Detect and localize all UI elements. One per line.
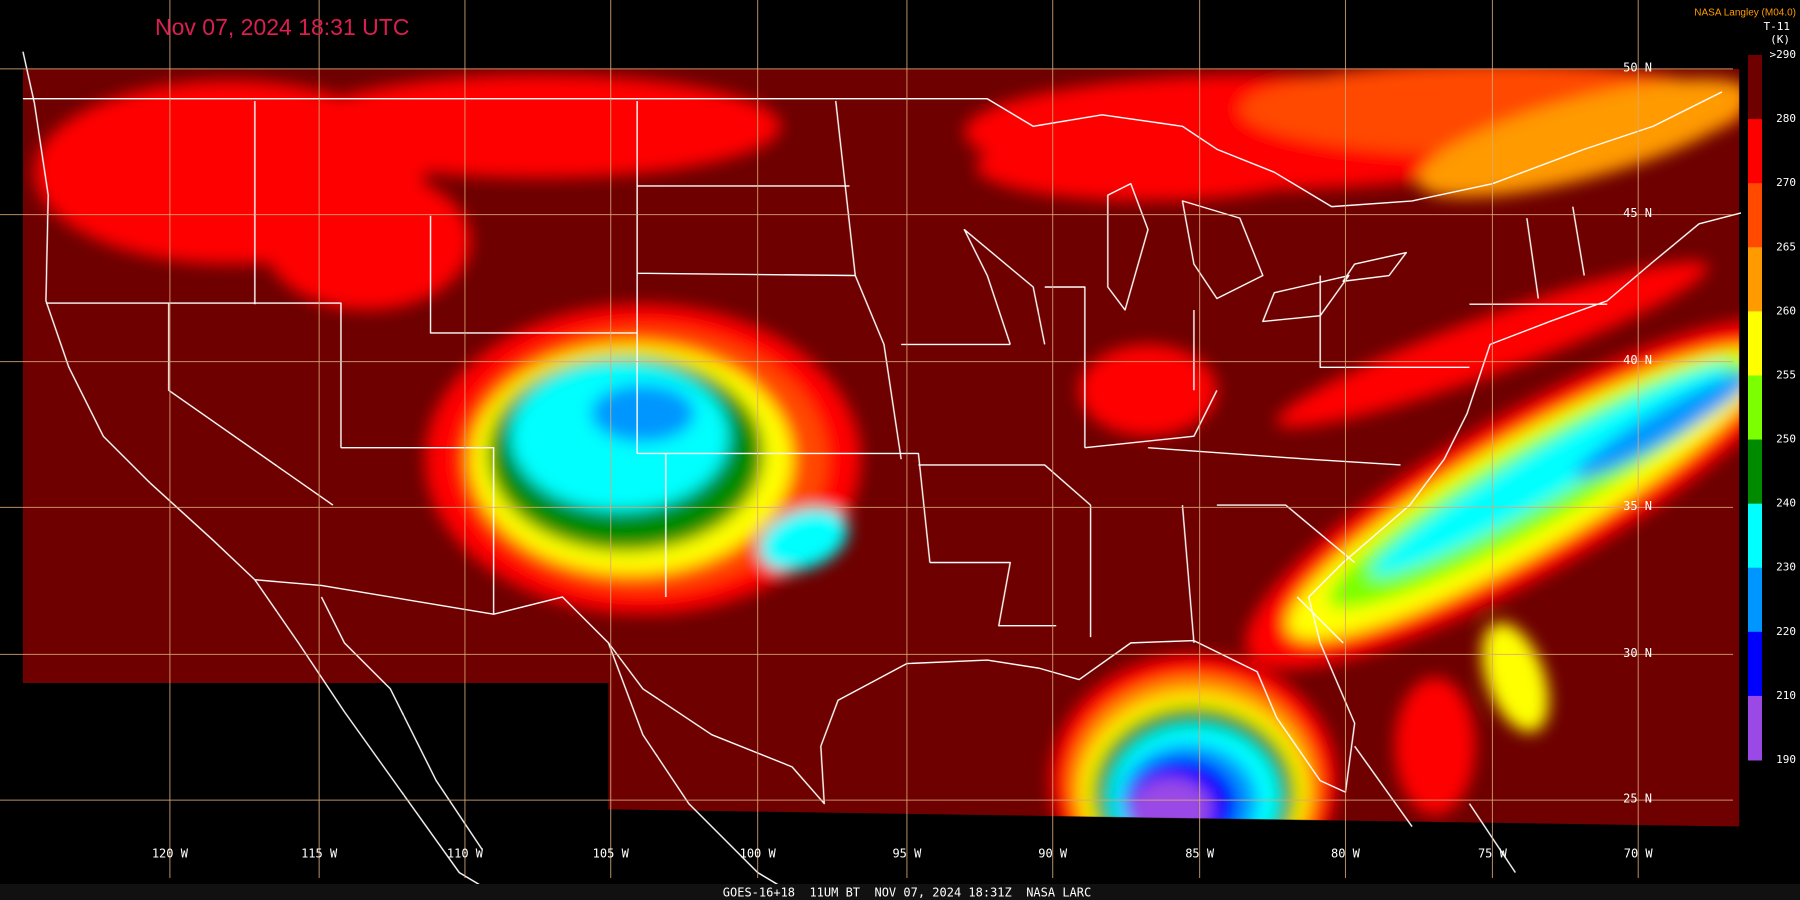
longitude-label: 100 W (740, 847, 777, 861)
longitude-label: 95 W (892, 847, 922, 861)
latitude-label: 30 N (1623, 646, 1652, 660)
cloud (298, 74, 781, 178)
colorbar-segment (1748, 311, 1762, 376)
colorbar-label: 210 (1776, 689, 1796, 702)
cloud (1370, 365, 1730, 577)
colorbar-segment (1748, 375, 1762, 441)
title: Nov 07, 2024 18:31 UTC (155, 14, 409, 40)
colorbar-segment (1748, 183, 1762, 248)
cloud (1574, 371, 1740, 479)
cloud (264, 172, 471, 310)
latitude-label: 40 N (1623, 353, 1652, 367)
colorbar-segment (1748, 119, 1762, 184)
latitude-label: 50 N (1623, 60, 1652, 74)
longitude-label: 120 W (152, 847, 189, 861)
longitude-label: 105 W (593, 847, 630, 861)
colorbar-label: 270 (1776, 176, 1796, 189)
cloud-field (34, 68, 1740, 827)
longitude-label: 80 W (1331, 847, 1361, 861)
great-lakes (1108, 184, 1406, 322)
longitude-label: 70 W (1624, 847, 1654, 861)
footer-caption: GOES-16+18 11UM BT NOV 07, 2024 18:31Z N… (723, 886, 1091, 900)
colorbar-label: 230 (1776, 561, 1796, 574)
longitude-label: 115 W (301, 847, 338, 861)
cloud (1482, 622, 1549, 733)
longitude-label: 90 W (1038, 847, 1068, 861)
colorbar-label: 280 (1776, 112, 1796, 125)
cloud (975, 132, 1321, 201)
borders (23, 52, 1756, 900)
cloud (759, 508, 848, 571)
colorbar-label: >290 (1770, 48, 1797, 61)
colorbar-label: 220 (1776, 625, 1796, 638)
colorbar-segment (1748, 503, 1762, 569)
longitude-label: 75 W (1478, 847, 1508, 861)
longitude-label: 110 W (447, 847, 484, 861)
colorbar-label: 255 (1776, 368, 1796, 381)
latitude-label: 45 N (1623, 206, 1652, 220)
northern-border (23, 92, 1722, 207)
colorbar-label: 250 (1776, 433, 1796, 446)
state-lines (46, 101, 1607, 643)
colorbar-segment (1748, 55, 1762, 120)
graticule: 120 W 115 W 110 W 105 W 100 W 95 W 90 W 85 W 80 … (0, 0, 1733, 878)
colorbar-segment (1748, 631, 1762, 697)
cloud (1079, 344, 1217, 437)
colorbar-segment (1748, 439, 1762, 505)
colorbar-segment (1748, 567, 1762, 633)
colorbar-label: 265 (1776, 240, 1796, 253)
colorbar-title: T-11 (1764, 20, 1791, 33)
cloud (591, 384, 695, 442)
credit: NASA Langley (M04.0) (1694, 8, 1796, 19)
colorbar-label: 240 (1776, 497, 1796, 510)
footer-bar (0, 884, 1800, 900)
colorbar-units: (K) (1770, 33, 1790, 46)
latitude-label: 35 N (1623, 499, 1652, 513)
colorbar-segment (1748, 247, 1762, 312)
longitude-label: 85 W (1185, 847, 1215, 861)
cloud (1394, 677, 1476, 816)
mexico-outline (255, 580, 1516, 900)
map (23, 52, 1800, 900)
colorbar-segment (1748, 695, 1762, 761)
cloud (1417, 78, 1740, 197)
colorbar: >290 280 270 265 260 255 250 240 230 220 210 190 (1748, 48, 1796, 766)
colorbar-label: 260 (1776, 304, 1796, 317)
coastline (23, 52, 1756, 804)
colorbar-label: 190 (1776, 753, 1796, 766)
latitude-label: 25 N (1623, 792, 1652, 806)
